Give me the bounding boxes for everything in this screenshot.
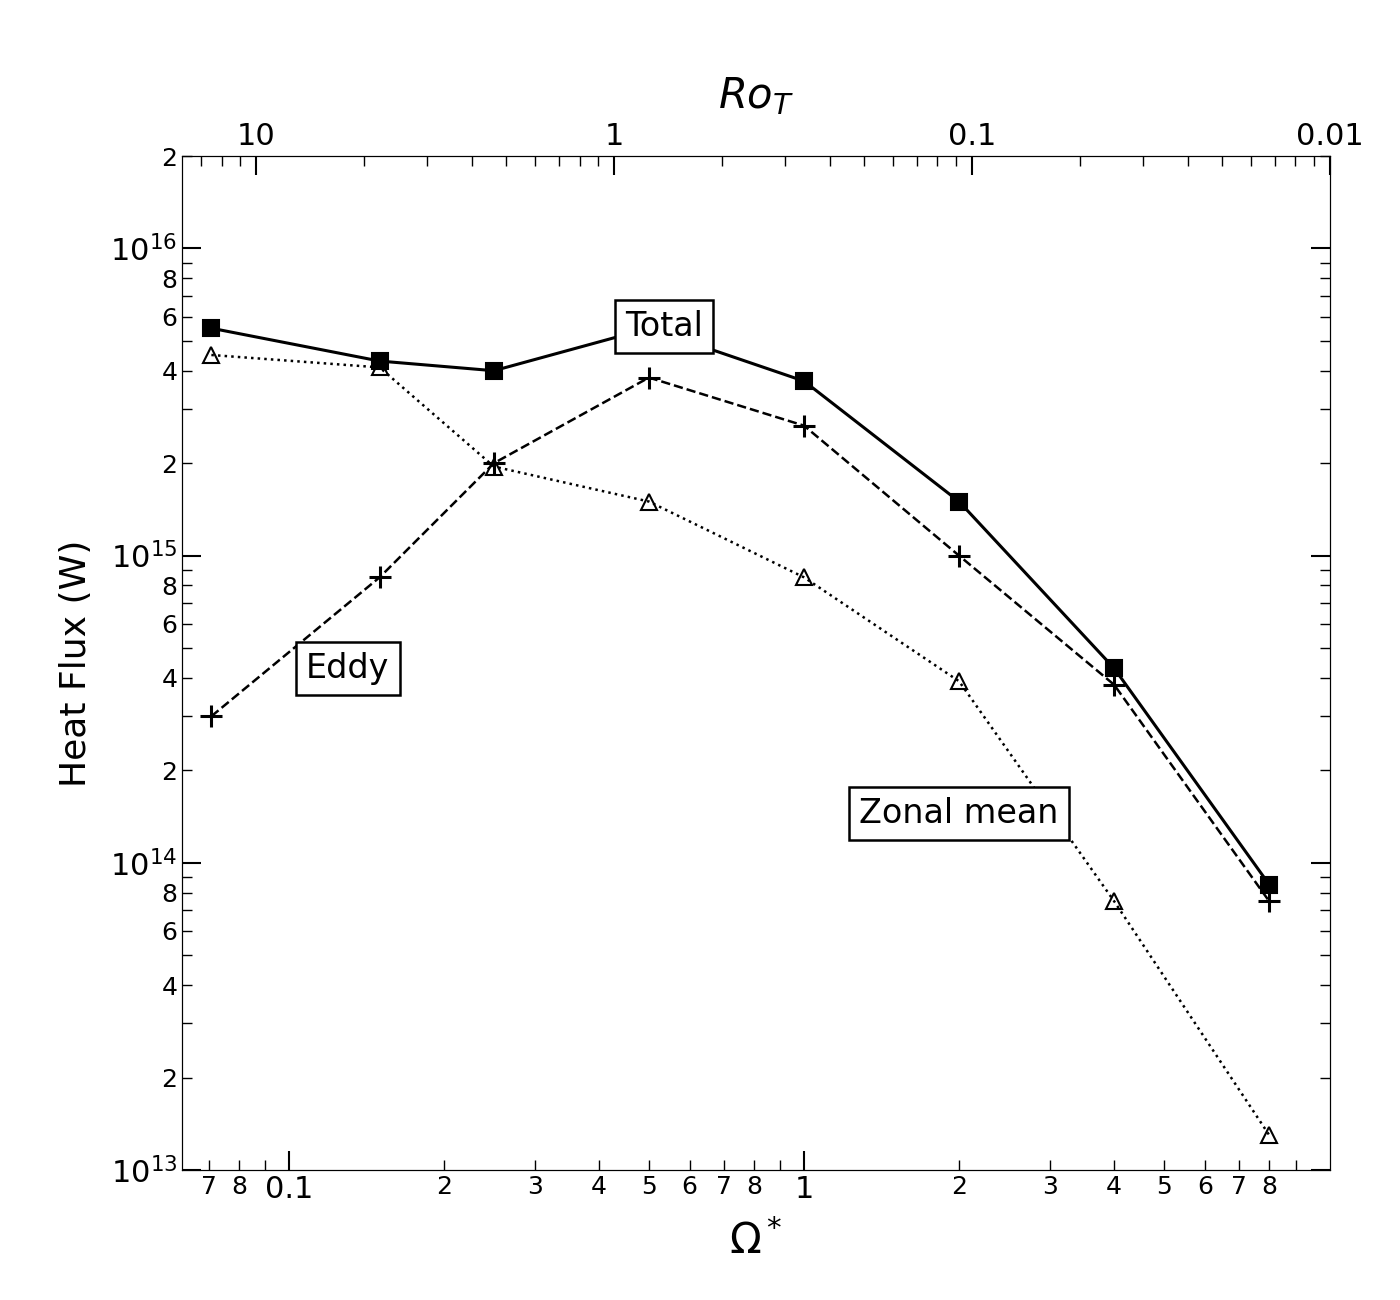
Text: Eddy: Eddy xyxy=(307,651,389,685)
X-axis label: $\Omega^*$: $\Omega^*$ xyxy=(729,1221,783,1264)
Text: Total: Total xyxy=(626,309,703,343)
Text: Zonal mean: Zonal mean xyxy=(860,797,1058,829)
X-axis label: $Ro_T$: $Ro_T$ xyxy=(718,75,794,117)
Y-axis label: Heat Flux (W): Heat Flux (W) xyxy=(59,540,94,786)
